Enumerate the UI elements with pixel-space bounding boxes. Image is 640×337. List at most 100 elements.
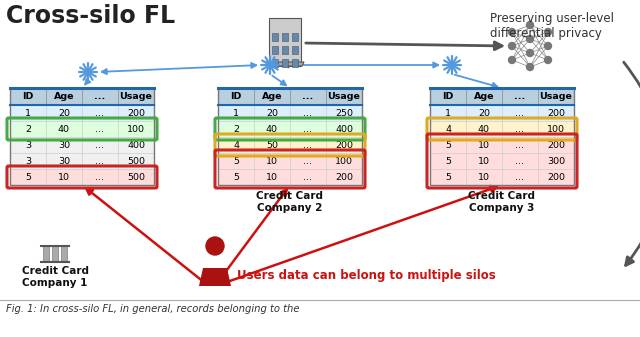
Text: Age: Age [474, 92, 494, 101]
Bar [218, 88, 362, 185]
Text: Age: Age [54, 92, 74, 101]
Text: 200: 200 [547, 173, 565, 182]
Text: 2: 2 [233, 124, 239, 133]
Circle shape [527, 63, 534, 70]
Bar [218, 121, 362, 137]
Text: Credit Card
Company 1: Credit Card Company 1 [22, 266, 88, 287]
Bar [272, 59, 278, 67]
Text: 2: 2 [25, 124, 31, 133]
Text: ...: ... [94, 92, 106, 101]
Text: 10: 10 [266, 173, 278, 182]
Text: 5: 5 [25, 173, 31, 182]
Text: 3: 3 [25, 156, 31, 165]
Text: ...: ... [515, 173, 525, 182]
Circle shape [509, 29, 515, 35]
Text: ...: ... [515, 92, 525, 101]
Text: ...: ... [515, 109, 525, 118]
Text: 4: 4 [233, 141, 239, 150]
Text: ...: ... [303, 124, 312, 133]
Text: 20: 20 [478, 109, 490, 118]
Bar [43, 246, 49, 262]
Text: 500: 500 [127, 173, 145, 182]
Text: ...: ... [95, 124, 104, 133]
Text: 40: 40 [266, 124, 278, 133]
Bar [10, 169, 154, 185]
Bar [292, 33, 298, 41]
Text: 200: 200 [335, 173, 353, 182]
Text: ...: ... [95, 141, 104, 150]
Text: ...: ... [302, 92, 314, 101]
Text: 10: 10 [266, 156, 278, 165]
Text: ID: ID [230, 92, 242, 101]
Text: 250: 250 [335, 109, 353, 118]
Text: 400: 400 [127, 141, 145, 150]
Circle shape [527, 35, 534, 42]
Bar [10, 137, 154, 153]
Bar [272, 46, 278, 54]
Bar [61, 246, 67, 262]
Bar [218, 88, 362, 185]
Text: ...: ... [303, 109, 312, 118]
Text: 4: 4 [445, 124, 451, 133]
Text: 1: 1 [25, 109, 31, 118]
Text: 400: 400 [335, 124, 353, 133]
Text: 1: 1 [445, 109, 451, 118]
Text: ...: ... [515, 141, 525, 150]
Text: 20: 20 [266, 109, 278, 118]
Text: 200: 200 [547, 109, 565, 118]
Circle shape [527, 50, 534, 57]
Circle shape [509, 57, 515, 63]
Text: Usage: Usage [540, 92, 572, 101]
Circle shape [545, 42, 552, 50]
Circle shape [545, 29, 552, 35]
Bar [430, 88, 574, 105]
Text: ...: ... [95, 109, 104, 118]
Text: Users data can belong to multiple silos: Users data can belong to multiple silos [237, 270, 496, 282]
Text: Credit Card
Company 3: Credit Card Company 3 [468, 191, 536, 213]
Text: 30: 30 [58, 141, 70, 150]
Text: 10: 10 [478, 156, 490, 165]
Bar [292, 46, 298, 54]
Bar [430, 137, 574, 153]
Bar [282, 46, 288, 54]
Text: 10: 10 [58, 173, 70, 182]
Bar [10, 153, 154, 169]
Bar [430, 88, 574, 185]
Bar [10, 121, 154, 137]
Text: 5: 5 [445, 173, 451, 182]
Text: Usage: Usage [328, 92, 360, 101]
Circle shape [509, 42, 515, 50]
FancyArrowPatch shape [624, 62, 640, 265]
Text: 3: 3 [25, 141, 31, 150]
Text: 30: 30 [58, 156, 70, 165]
Text: ID: ID [442, 92, 454, 101]
Bar [430, 105, 574, 121]
Text: 100: 100 [127, 124, 145, 133]
Bar [218, 105, 362, 121]
Text: Cross-silo FL: Cross-silo FL [6, 4, 175, 28]
Polygon shape [199, 268, 231, 286]
Text: ...: ... [95, 156, 104, 165]
Text: 10: 10 [478, 173, 490, 182]
Text: ...: ... [303, 156, 312, 165]
Text: 200: 200 [547, 141, 565, 150]
Bar [10, 88, 154, 105]
Text: 200: 200 [127, 109, 145, 118]
Text: ...: ... [303, 141, 312, 150]
Text: ID: ID [22, 92, 34, 101]
Text: 5: 5 [233, 173, 239, 182]
Text: 10: 10 [478, 141, 490, 150]
Text: Credit Card
Company 2: Credit Card Company 2 [257, 191, 323, 213]
Text: ...: ... [95, 173, 104, 182]
Text: Preserving user-level
differential privacy: Preserving user-level differential priva… [490, 12, 614, 40]
Text: 40: 40 [58, 124, 70, 133]
Bar [430, 169, 574, 185]
Bar [269, 18, 301, 66]
Bar [218, 137, 362, 153]
Text: ...: ... [515, 156, 525, 165]
Bar [430, 153, 574, 169]
Text: ...: ... [303, 173, 312, 182]
Polygon shape [266, 62, 304, 66]
Text: 500: 500 [127, 156, 145, 165]
Text: Age: Age [262, 92, 282, 101]
